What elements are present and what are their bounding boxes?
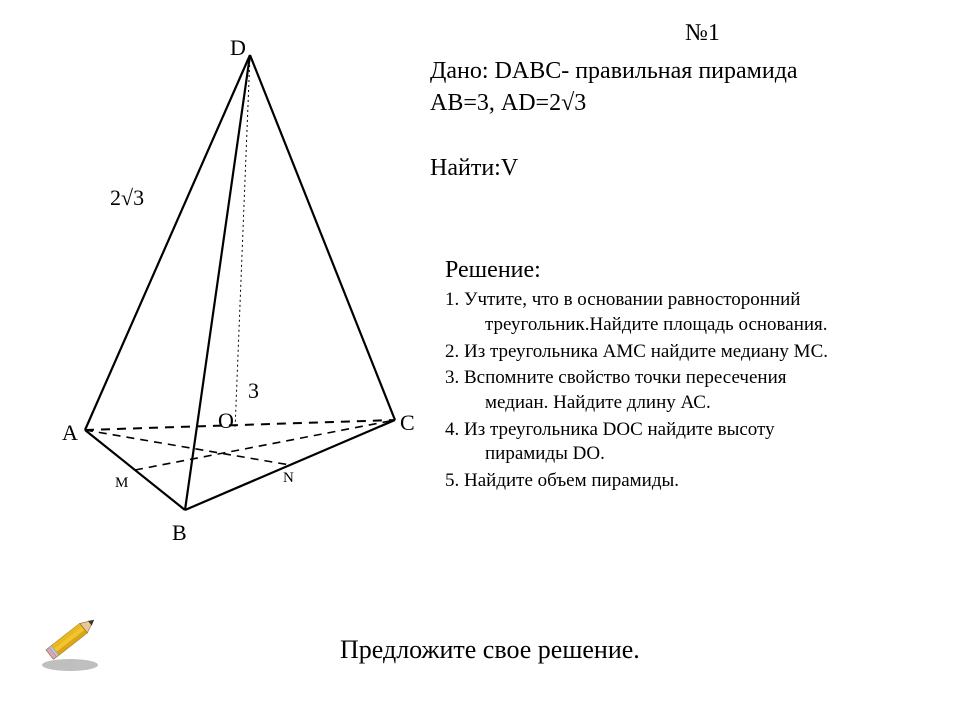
label-A: A bbox=[62, 420, 78, 446]
solution-step-4: 4. Из треугольника DOC найдите высоту bbox=[445, 418, 828, 443]
solution-step-3: 3. Вспомните свойство точки пересечения bbox=[445, 366, 828, 391]
label-edge-AD: 2√3 bbox=[110, 185, 144, 211]
problem-number: №1 bbox=[685, 20, 720, 47]
label-C: C bbox=[400, 410, 415, 436]
label-O: O bbox=[218, 408, 234, 434]
pencil-icon bbox=[35, 605, 105, 675]
find-block: Найти:V bbox=[430, 155, 518, 182]
edge-DC bbox=[250, 55, 395, 420]
label-N: N bbox=[283, 470, 294, 487]
pyramid-svg bbox=[0, 0, 420, 560]
solution-block: Решение: 1. Учтите, что в основании равн… bbox=[445, 255, 828, 494]
label-D: D bbox=[230, 35, 246, 61]
solution-step-4b: пирамиды DO. bbox=[445, 442, 828, 467]
label-edge-AC: 3 bbox=[248, 378, 259, 404]
label-B: B bbox=[172, 520, 187, 546]
solution-title: Решение: bbox=[445, 255, 828, 286]
given-block: Дано: DABC- правильная пирамида АВ=3, АD… bbox=[430, 55, 798, 120]
given-line2: АВ=3, АD=2√3 bbox=[430, 87, 798, 119]
solution-step-2: 2. Из треугольника АМС найдите медиану М… bbox=[445, 340, 828, 365]
given-line1: Дано: DABC- правильная пирамида bbox=[430, 55, 798, 87]
solution-step-1: 1. Учтите, что в основании равносторонни… bbox=[445, 288, 828, 313]
edge-DA bbox=[85, 55, 250, 430]
edge-DB bbox=[185, 55, 250, 510]
solution-step-3b: медиан. Найдите длину АС. bbox=[445, 391, 828, 416]
label-M: M bbox=[115, 475, 128, 492]
pyramid-diagram: D A B C O M N 2√3 3 bbox=[0, 0, 420, 560]
cta-text: Предложите свое решение. bbox=[340, 635, 640, 665]
median-AN bbox=[85, 430, 290, 465]
solution-step-5: 5. Найдите объем пирамиды. bbox=[445, 469, 828, 494]
solution-step-1b: треугольник.Найдите площадь основания. bbox=[445, 313, 828, 338]
